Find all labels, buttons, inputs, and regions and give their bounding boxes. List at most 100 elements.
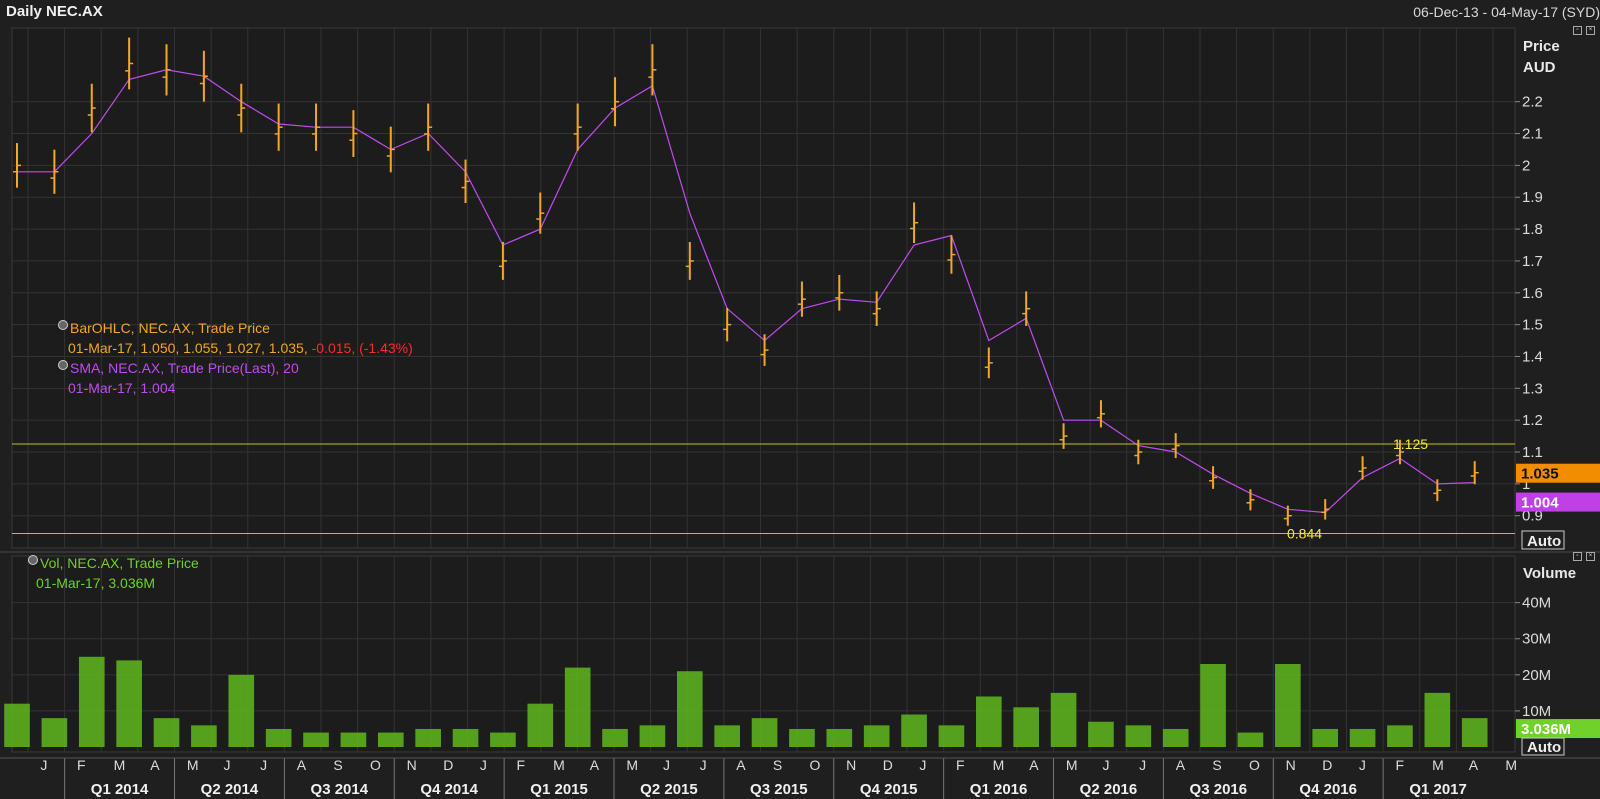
volume-bar [1162,728,1189,747]
month-label: A [1176,757,1186,773]
month-label: M [1432,757,1444,773]
ohlc-legend-change: -0.015, (-1.43%) [311,340,413,356]
month-label: O [1249,757,1260,773]
ohlc-legend-title: BarOHLC, NEC.AX, Trade Price [70,320,270,336]
price-legend: BarOHLC, NEC.AX, Trade Price 01-Mar-17, … [58,318,413,398]
month-label: S [773,757,782,773]
volume-panel-close-button[interactable]: × [1586,552,1595,561]
volume-bar [1088,721,1114,747]
month-label: A [297,757,307,773]
ohlc-legend-values: 01-Mar-17, 1.050, 1.055, 1.027, 1.035, [68,340,308,356]
volume-bar [452,728,479,747]
price-tick-label: 0.9 [1522,508,1543,525]
month-label: A [1029,757,1039,773]
quarter-label: Q3 2015 [750,781,808,798]
quarter-label: Q4 2014 [420,781,478,798]
volume-panel-restore-button[interactable]: ▫ [1573,552,1582,561]
month-label: M [553,757,565,773]
volume-bar [863,725,890,747]
volume-bar [826,728,853,747]
month-label: S [333,757,342,773]
price-tick-label: 1.4 [1522,348,1543,365]
price-panel-restore-button[interactable]: ▫ [1573,26,1582,35]
month-label: M [1066,757,1078,773]
volume-legend-title: Vol, NEC.AX, Trade Price [40,555,199,571]
volume-bar [938,725,965,747]
price-tick-label: 2.2 [1522,94,1543,111]
month-label: A [1469,757,1479,773]
price-tick-label: 1.8 [1522,221,1543,238]
month-label: N [407,757,417,773]
volume-bar [1461,718,1488,747]
month-label: F [77,757,86,773]
month-label: M [993,757,1005,773]
month-label: N [846,757,856,773]
volume-bar [340,732,367,747]
quarter-label: Q1 2014 [91,781,149,798]
volume-bar [1312,728,1339,747]
month-label: J [260,757,267,773]
sma-settings-icon[interactable] [58,360,68,370]
volume-bar [975,696,1002,747]
volume-bar [1349,728,1376,747]
volume-legend: Vol, NEC.AX, Trade Price 01-Mar-17, 3.03… [28,553,199,593]
month-label: A [150,757,160,773]
month-label: M [114,757,126,773]
month-label: F [1395,757,1404,773]
month-label: D [883,757,893,773]
volume-bar [116,660,142,747]
month-label: D [443,757,453,773]
ohlc-settings-icon[interactable] [58,320,68,330]
volume-bar [191,725,217,747]
last-price-badge-bg [1516,463,1600,483]
price-axis-title-line1: Price [1523,38,1560,55]
quarter-label: Q2 2014 [201,781,259,798]
month-label: F [516,757,525,773]
hline-lower-label: 0.844 [1287,526,1322,542]
price-tick-label: 1.5 [1522,317,1543,334]
month-label: D [1322,757,1332,773]
quarter-label: Q4 2016 [1299,781,1357,798]
volume-bar [78,656,105,747]
price-auto-button[interactable] [1521,530,1565,550]
sma-badge-bg [1516,492,1600,512]
month-label: M [626,757,638,773]
volume-bar [490,732,516,747]
volume-bar [714,725,740,747]
price-tick-label: 1.3 [1522,380,1543,397]
price-tick-label: 1.7 [1522,253,1543,270]
volume-bar [1275,664,1301,747]
quarter-label: Q3 2016 [1190,781,1248,798]
month-label: O [370,757,381,773]
volume-bar [1050,692,1077,747]
volume-bar [265,728,292,747]
month-label: O [809,757,820,773]
volume-settings-icon[interactable] [28,555,38,565]
price-tick-label: 1.6 [1522,285,1543,302]
month-label: J [480,757,487,773]
volume-bar [1200,664,1226,747]
price-tick-label: 1.1 [1522,444,1543,461]
volume-bar [602,728,628,747]
volume-bar [527,703,554,747]
volume-bar [751,718,778,747]
volume-bar [377,732,404,747]
price-panel-close-button[interactable]: × [1586,26,1595,35]
month-label: M [187,757,199,773]
volume-auto-label: Auto [1527,739,1561,756]
sma-badge: 1.004 [1521,495,1559,512]
month-label: F [956,757,965,773]
chart-title: Daily NEC.AX [6,3,103,20]
volume-auto-button[interactable] [1521,737,1565,756]
volume-bar [415,728,441,747]
volume-bar [41,718,68,747]
price-tick-label: 2.1 [1522,126,1543,143]
month-label: J [919,757,926,773]
price-tick-label: 1.9 [1522,189,1543,206]
volume-tick-label: 30M [1522,631,1551,648]
volume-tick-label: 10M [1522,703,1551,720]
price-tick-label: 2 [1522,157,1530,174]
price-tick-label: 1 [1522,476,1530,493]
quarter-label: Q4 2015 [860,781,918,798]
